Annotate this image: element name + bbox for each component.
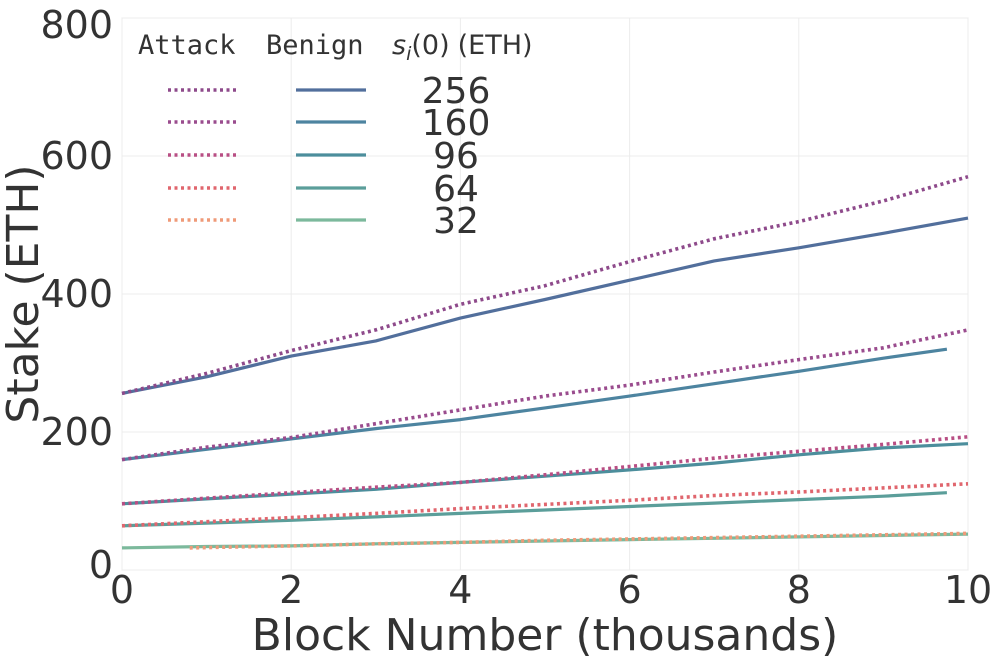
series-line-attack-64 bbox=[121, 482, 969, 528]
y-axis-label: Stake (ETH) bbox=[0, 164, 49, 423]
series-line-attack-32 bbox=[189, 531, 969, 550]
legend-header-attack: Attack bbox=[138, 30, 236, 61]
legend-stake-label: 64 bbox=[433, 169, 479, 210]
grid bbox=[121, 17, 969, 571]
legend-stake-label: 96 bbox=[433, 136, 479, 177]
x-tick-label: 6 bbox=[618, 568, 642, 612]
y-tick-label: 800 bbox=[40, 3, 113, 47]
series-line-attack-96 bbox=[121, 435, 969, 506]
legend-stake-label: 160 bbox=[422, 103, 491, 144]
stake-subscript: i bbox=[406, 43, 412, 65]
x-tick-label: 8 bbox=[787, 568, 811, 612]
series-line-attack-256 bbox=[121, 174, 969, 396]
series-line-benign-160 bbox=[121, 347, 948, 462]
x-axis-label: Block Number (thousands) bbox=[252, 610, 839, 661]
series-layer bbox=[121, 174, 969, 550]
stake-symbol: s bbox=[392, 30, 406, 61]
x-tick-label: 4 bbox=[448, 568, 472, 612]
x-tick-labels: 0 2 4 6 8 10 bbox=[110, 568, 992, 612]
series-line-benign-256 bbox=[121, 216, 969, 395]
stake-unit: (ETH) bbox=[458, 30, 533, 61]
legend-stake-label: 32 bbox=[433, 201, 479, 242]
y-tick-label: 0 bbox=[89, 543, 113, 587]
stake-arg: (0) bbox=[411, 30, 449, 61]
series-line-benign-64 bbox=[121, 491, 947, 528]
legend-header-stake: si(0) (ETH) bbox=[392, 30, 533, 65]
y-tick-label: 200 bbox=[40, 410, 113, 454]
legend-stake-label: 256 bbox=[422, 71, 491, 112]
legend-header-benign: Benign bbox=[266, 30, 364, 61]
x-tick-label: 0 bbox=[110, 568, 134, 612]
x-tick-label: 10 bbox=[944, 568, 992, 612]
y-tick-label: 400 bbox=[40, 272, 113, 316]
x-tick-label: 2 bbox=[279, 568, 303, 612]
y-tick-label: 600 bbox=[40, 134, 113, 178]
y-tick-labels: 0 200 400 600 800 bbox=[40, 3, 113, 587]
